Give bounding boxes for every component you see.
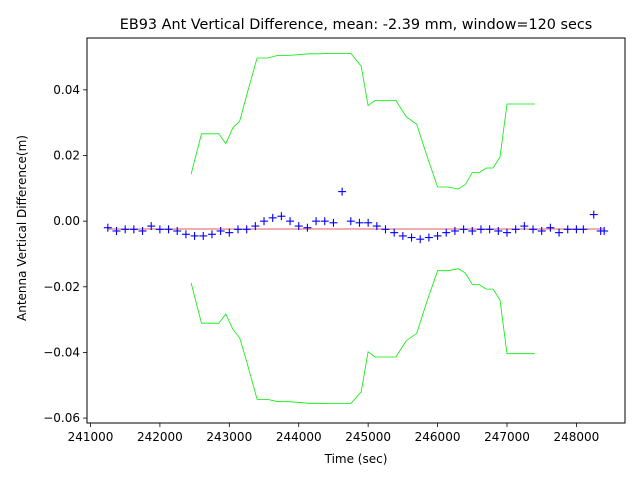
data-point (338, 187, 347, 196)
data-point (147, 222, 156, 231)
x-tick-label: 242000 (137, 430, 183, 444)
data-point (390, 228, 399, 237)
axes-layer: 241000 242000 243000 244000 245000 246000 2470… (43, 83, 599, 444)
x-tick-label: 246000 (415, 430, 461, 444)
data-point (155, 225, 164, 234)
data-point (207, 230, 216, 239)
x-tick-label: 241000 (68, 430, 114, 444)
x-tick-label: 248000 (554, 430, 600, 444)
data-point (320, 217, 329, 226)
data-point (277, 212, 286, 221)
x-axis-label: Time (sec) (324, 452, 388, 466)
data-point (424, 233, 433, 242)
y-tick-label: −0.06 (43, 411, 80, 425)
data-point (294, 222, 303, 231)
data-point (485, 225, 494, 234)
data-point (286, 217, 295, 226)
data-point (459, 225, 468, 234)
data-point (381, 225, 390, 234)
data-point (121, 225, 130, 234)
data-point (112, 226, 121, 235)
y-tick-label: −0.04 (43, 345, 80, 359)
data-point (579, 225, 588, 234)
data-point (103, 223, 112, 232)
data-point (416, 235, 425, 244)
y-tick-label: 0.00 (53, 214, 80, 228)
data-point (225, 228, 234, 237)
data-point (138, 226, 147, 235)
data-point (520, 222, 529, 231)
data-point (329, 218, 338, 227)
data-point (364, 218, 373, 227)
data-point (233, 225, 242, 234)
data-point (372, 222, 381, 231)
data-point (303, 223, 312, 232)
x-tick-label: 243000 (206, 430, 252, 444)
x-tick-label: 247000 (484, 430, 530, 444)
data-point (181, 230, 190, 239)
data-point (572, 225, 581, 234)
plot-frame (86, 37, 626, 424)
data-point (546, 223, 555, 232)
data-point (494, 226, 503, 235)
y-tick-label: 0.02 (53, 149, 80, 163)
envelope-line-2 (190, 268, 535, 405)
data-point (173, 226, 182, 235)
data-point (190, 231, 199, 240)
y-tick-label: 0.04 (53, 83, 80, 97)
chart-title: EB93 Ant Vertical Difference, mean: -2.3… (120, 17, 593, 33)
data-point (129, 225, 138, 234)
data-point (442, 228, 451, 237)
data-point (433, 231, 442, 240)
data-point (589, 210, 598, 219)
data-point (164, 225, 173, 234)
data-point (529, 225, 538, 234)
data-point (242, 225, 251, 234)
data-point (398, 231, 407, 240)
x-tick-label: 245000 (345, 430, 391, 444)
envelope-line-1 (190, 53, 535, 190)
data-point (537, 226, 546, 235)
data-point (450, 226, 459, 235)
data-point (199, 231, 208, 240)
data-point (355, 218, 364, 227)
data-point (260, 217, 269, 226)
x-tick-label: 244000 (276, 430, 322, 444)
data-point (511, 225, 520, 234)
data-point (216, 226, 225, 235)
data-point (502, 228, 511, 237)
data-point (476, 225, 485, 234)
plot-layer (103, 53, 609, 405)
data-point (407, 233, 416, 242)
y-tick-label: −0.02 (43, 280, 80, 294)
data-point (312, 217, 321, 226)
data-point (346, 217, 355, 226)
data-point (468, 226, 477, 235)
data-point (268, 213, 277, 222)
data-point (600, 226, 609, 235)
y-axis-label: Antenna Vertical Difference(m) (15, 135, 29, 321)
data-point (251, 222, 260, 231)
data-point (563, 225, 572, 234)
data-point (555, 228, 564, 237)
